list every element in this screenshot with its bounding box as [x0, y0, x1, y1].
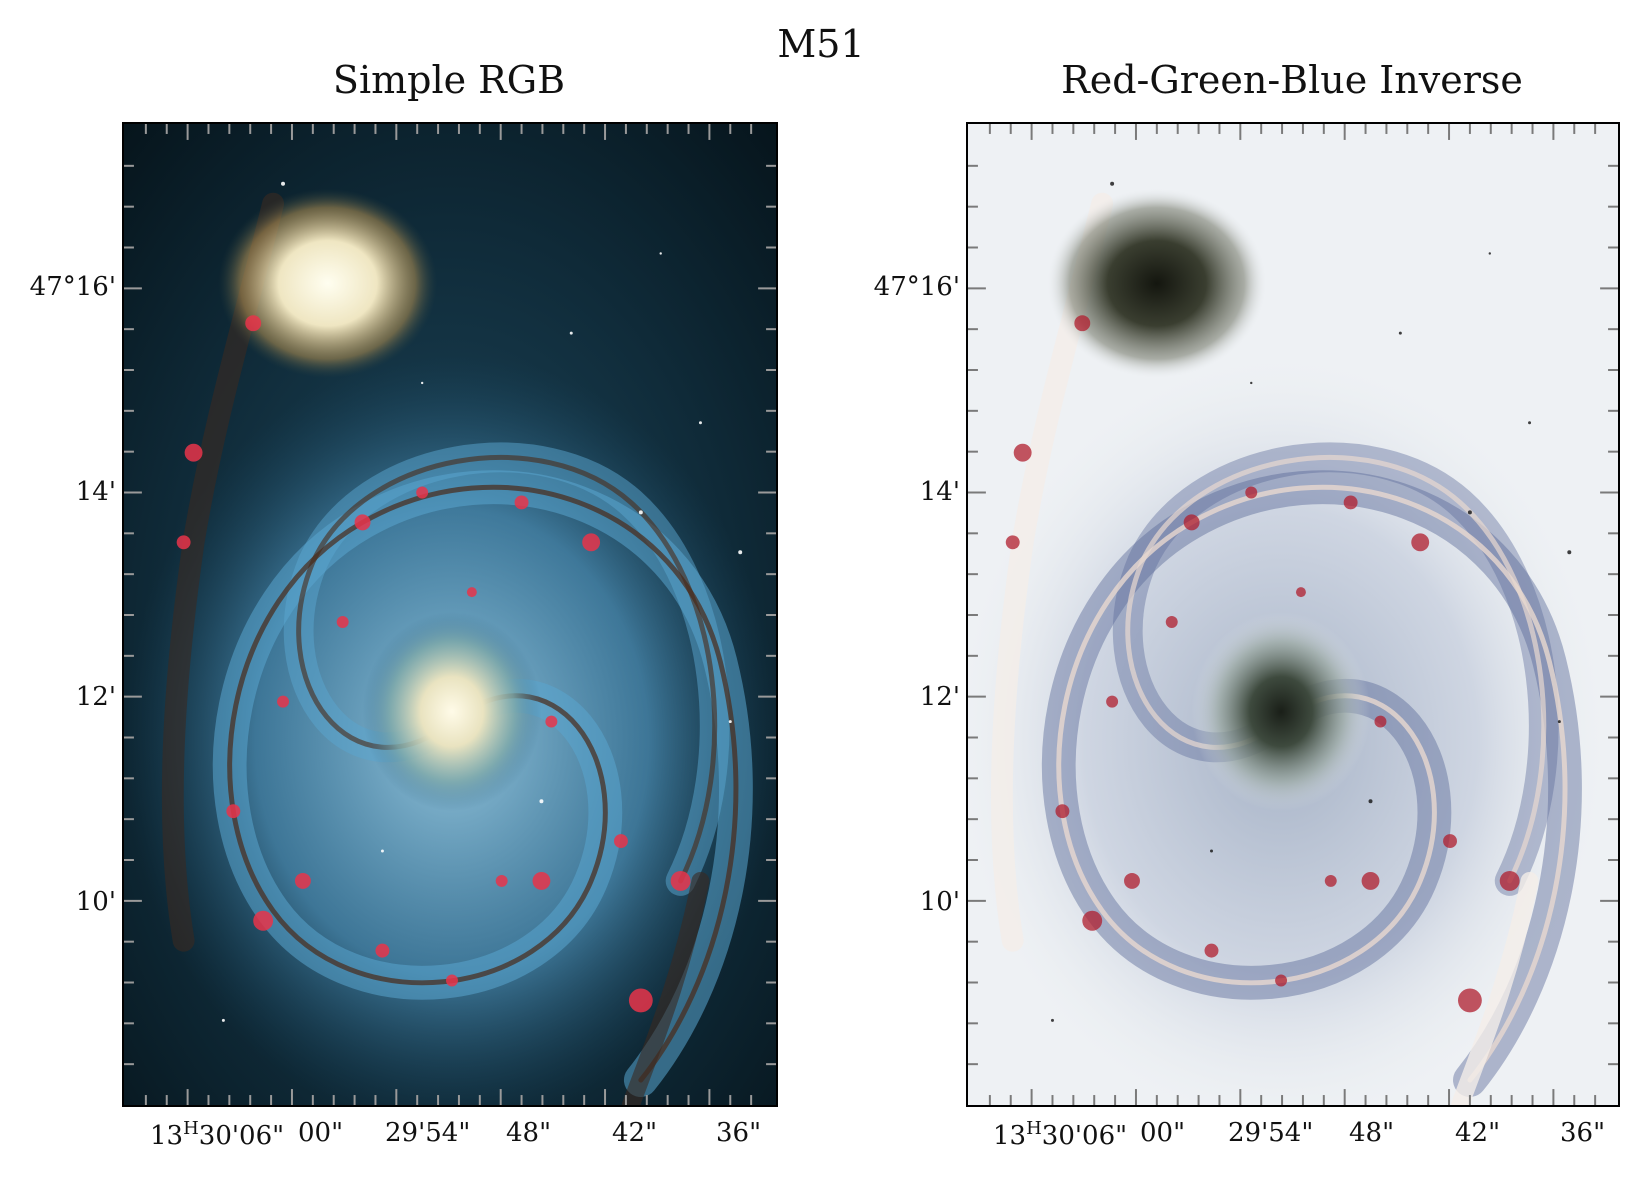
- x-tick-minutes-right: 30'06": [1041, 1121, 1128, 1151]
- spiral-galaxy-inverse-image: [968, 124, 1618, 1105]
- x-tick-label-right-4: 48": [1349, 1118, 1395, 1148]
- y-tick-label-right-3: 12': [919, 682, 960, 712]
- x-tick-label-left-4: 48": [506, 1118, 552, 1148]
- tick-marks-left: [124, 124, 776, 1105]
- x-tick-hours-right: 13: [993, 1121, 1027, 1151]
- panel-title-left: Simple RGB: [332, 58, 566, 102]
- x-tick-label-left-3: 29'54": [385, 1118, 471, 1148]
- x-tick-label-right-6: 36": [1560, 1118, 1606, 1148]
- x-tick-label-right-5: 42": [1455, 1118, 1501, 1148]
- x-tick-label-left-1: 13H30'06": [150, 1118, 284, 1151]
- x-tick-label-right-1: 13H30'06": [993, 1118, 1127, 1151]
- image-panel-left: [122, 122, 778, 1107]
- y-tick-label-right-4: 10': [919, 887, 960, 917]
- y-tick-label-right-2: 14': [919, 477, 960, 507]
- x-tick-label-right-3: 29'54": [1228, 1118, 1314, 1148]
- x-tick-minutes-left: 30'06": [198, 1121, 285, 1151]
- x-tick-label-right-2: 00": [1140, 1118, 1186, 1148]
- tick-marks-right: [968, 124, 1618, 1105]
- y-tick-label-left-4: 10': [75, 887, 116, 917]
- x-tick-label-left-5: 42": [612, 1118, 658, 1148]
- spiral-galaxy-image: [124, 124, 776, 1105]
- x-tick-hours-unit-left: H: [183, 1118, 199, 1139]
- y-tick-label-left-3: 12': [75, 682, 116, 712]
- x-tick-hours-left: 13: [150, 1121, 184, 1151]
- x-tick-label-left-2: 00": [298, 1118, 344, 1148]
- x-tick-hours-unit-right: H: [1026, 1118, 1042, 1139]
- image-panel-right: [966, 122, 1620, 1107]
- figure-title: M51: [777, 22, 865, 66]
- y-tick-label-left-2: 14': [75, 477, 116, 507]
- x-tick-label-left-6: 36": [716, 1118, 762, 1148]
- y-tick-label-right-1: 47°16': [873, 272, 960, 302]
- y-tick-label-left-1: 47°16': [29, 272, 116, 302]
- panel-title-right: Red-Green-Blue Inverse: [1061, 58, 1523, 102]
